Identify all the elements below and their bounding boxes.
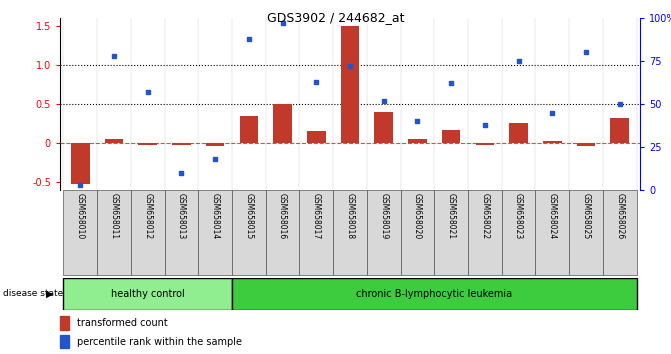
- Text: GSM658016: GSM658016: [278, 193, 287, 239]
- Bar: [442, 130, 460, 143]
- Point: [345, 63, 356, 69]
- Point: [378, 98, 389, 103]
- FancyBboxPatch shape: [367, 190, 401, 275]
- Point: [412, 118, 423, 124]
- FancyBboxPatch shape: [569, 190, 603, 275]
- Point: [513, 58, 524, 64]
- Bar: [577, 143, 595, 146]
- FancyBboxPatch shape: [502, 190, 535, 275]
- Bar: [105, 139, 123, 143]
- Point: [277, 20, 288, 26]
- FancyBboxPatch shape: [468, 190, 502, 275]
- FancyBboxPatch shape: [535, 190, 569, 275]
- Bar: [71, 143, 89, 184]
- Text: GSM658018: GSM658018: [346, 193, 354, 239]
- FancyBboxPatch shape: [198, 190, 232, 275]
- Text: GSM658026: GSM658026: [615, 193, 624, 239]
- FancyBboxPatch shape: [603, 190, 637, 275]
- Point: [244, 36, 254, 41]
- Bar: [273, 104, 292, 143]
- Text: GSM658023: GSM658023: [514, 193, 523, 239]
- Bar: [60, 335, 69, 348]
- FancyBboxPatch shape: [401, 190, 434, 275]
- Text: GSM658014: GSM658014: [211, 193, 219, 239]
- Text: percentile rank within the sample: percentile rank within the sample: [76, 337, 242, 347]
- Point: [615, 101, 625, 107]
- Text: GSM658013: GSM658013: [177, 193, 186, 239]
- Bar: [138, 143, 157, 145]
- Point: [109, 53, 119, 59]
- Text: GSM658011: GSM658011: [109, 193, 119, 239]
- Point: [75, 182, 86, 188]
- Text: GSM658021: GSM658021: [447, 193, 456, 239]
- Text: healthy control: healthy control: [111, 289, 185, 299]
- Text: GDS3902 / 244682_at: GDS3902 / 244682_at: [267, 11, 404, 24]
- Text: GSM658010: GSM658010: [76, 193, 85, 239]
- FancyBboxPatch shape: [164, 190, 198, 275]
- FancyBboxPatch shape: [232, 190, 266, 275]
- Point: [547, 110, 558, 115]
- Point: [176, 170, 187, 176]
- Text: GSM658025: GSM658025: [582, 193, 590, 239]
- Bar: [206, 143, 224, 146]
- Text: GSM658019: GSM658019: [379, 193, 389, 239]
- Bar: [543, 141, 562, 143]
- Point: [480, 122, 491, 127]
- FancyBboxPatch shape: [97, 190, 131, 275]
- Text: GSM658012: GSM658012: [143, 193, 152, 239]
- FancyBboxPatch shape: [333, 190, 367, 275]
- FancyBboxPatch shape: [63, 278, 232, 310]
- Bar: [509, 123, 528, 143]
- Text: transformed count: transformed count: [76, 318, 167, 329]
- FancyBboxPatch shape: [232, 278, 637, 310]
- Bar: [307, 131, 325, 143]
- Text: GSM658017: GSM658017: [312, 193, 321, 239]
- Bar: [172, 143, 191, 145]
- Point: [446, 80, 456, 86]
- Bar: [341, 26, 359, 143]
- Text: disease state: disease state: [3, 290, 64, 298]
- Text: ▶: ▶: [46, 289, 53, 299]
- Bar: [240, 116, 258, 143]
- Text: GSM658024: GSM658024: [548, 193, 557, 239]
- Bar: [408, 139, 427, 143]
- Point: [580, 50, 591, 55]
- Text: GSM658022: GSM658022: [480, 193, 489, 239]
- FancyBboxPatch shape: [434, 190, 468, 275]
- Text: GSM658020: GSM658020: [413, 193, 422, 239]
- FancyBboxPatch shape: [299, 190, 333, 275]
- Point: [210, 156, 221, 162]
- Text: chronic B-lymphocytic leukemia: chronic B-lymphocytic leukemia: [356, 289, 513, 299]
- Bar: [611, 118, 629, 143]
- FancyBboxPatch shape: [131, 190, 164, 275]
- Bar: [374, 112, 393, 143]
- FancyBboxPatch shape: [63, 190, 97, 275]
- Point: [311, 79, 321, 85]
- Bar: [60, 316, 69, 330]
- Text: GSM658015: GSM658015: [244, 193, 254, 239]
- FancyBboxPatch shape: [266, 190, 299, 275]
- Point: [142, 89, 153, 95]
- Bar: [476, 143, 494, 145]
